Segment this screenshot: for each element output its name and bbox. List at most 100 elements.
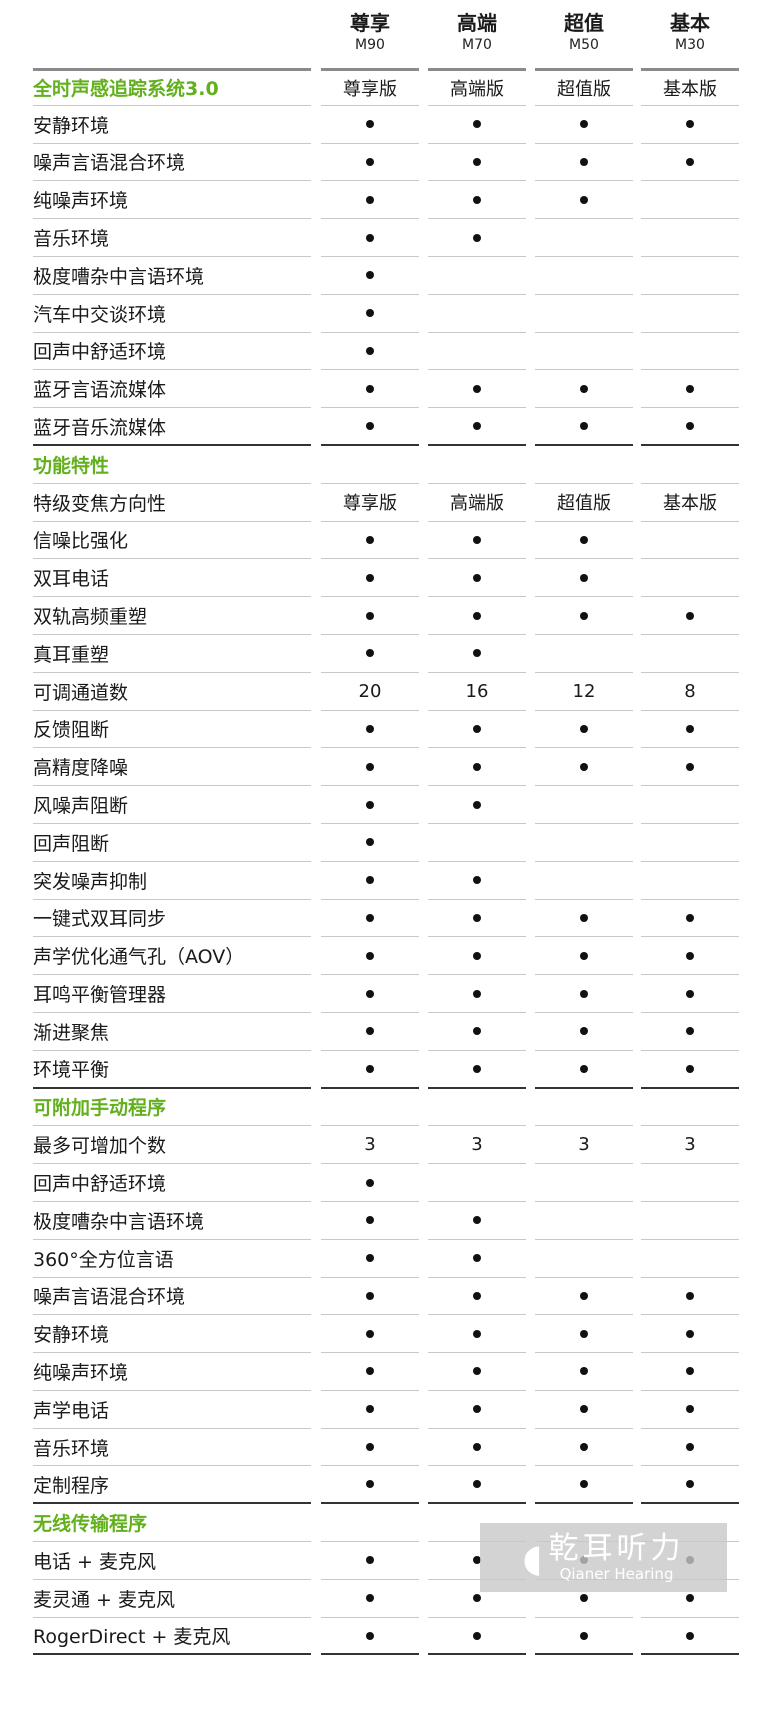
value-cell [641,106,739,144]
table-row: 双耳电话 [0,559,773,598]
table-row: 特级变焦方向性 尊享版 高端版 超值版 基本版 [0,484,773,522]
value-cell [641,1013,739,1051]
value-cell [641,1353,739,1391]
bullet-icon [580,1594,588,1603]
table-row: 极度嘈杂中言语环境 [0,1202,773,1240]
bullet-icon [686,762,694,771]
bullet-icon [366,233,374,242]
bullet-icon [686,1631,694,1640]
bullet-icon [366,1064,374,1073]
bullet-icon [686,989,694,998]
bullet-icon [366,724,374,733]
bullet-icon [686,724,694,733]
bullet-icon [473,157,481,166]
value-cell [321,1013,419,1051]
table-row: 安静环境 [0,106,773,144]
feature-label: RogerDirect + 麦克风 [33,1618,311,1656]
value-cell [428,900,526,938]
feature-label: 声学电话 [33,1391,311,1429]
value-cell: 3 [535,1126,633,1165]
bullet-icon [473,1594,481,1603]
value-cell [535,106,633,144]
value-cell [321,219,419,257]
value-cell [428,824,526,862]
bullet-icon [686,157,694,166]
value-cell [535,711,633,749]
value-cell [641,522,739,560]
value-cell [321,748,419,787]
bullet-icon [366,951,374,960]
value-cell [535,786,633,824]
table-row: 360°全方位言语 [0,1240,773,1278]
feature-comparison-table: 全时声感追踪系统3.0 尊享版 高端版 超值版 基本版 安静环境 噪声言语混合环境 纯噪声环境… [0,68,773,1656]
value-cell [535,1240,633,1278]
value-cell [535,257,633,295]
value-cell [428,1013,526,1051]
value-cell: 16 [428,673,526,711]
bullet-icon [473,951,481,960]
watermark-name-en: Qianer Hearing [559,1564,674,1583]
bullet-icon [366,271,374,280]
value-cell [428,1618,526,1656]
value-cell: 12 [535,673,633,711]
value-cell [321,635,419,673]
value-cell [321,1202,419,1240]
bullet-icon [366,876,374,885]
table-row: 双轨高频重塑 [0,597,773,635]
value-cell [428,219,526,257]
bullet-icon [686,1367,694,1376]
bullet-icon [686,1291,694,1300]
table-row: 风噪声阻断 [0,786,773,824]
bullet-icon [366,1329,374,1338]
value-cell [535,1580,633,1618]
bullet-icon [580,611,588,620]
value-cell [428,635,526,673]
section-header-row: 可附加手动程序 [0,1089,773,1127]
feature-label: 高精度降噪 [33,748,311,787]
bullet-icon [686,1405,694,1414]
table-row: 蓝牙言语流媒体 [0,370,773,409]
column-model: M50 [569,37,599,53]
value-cell: 尊享版 [321,484,419,522]
value-cell [321,1466,419,1505]
value-cell [428,597,526,635]
column-model: M70 [462,37,492,53]
bullet-icon [686,611,694,620]
table-row: 纯噪声环境 [0,1353,773,1391]
column-header-m50: 超值 M50 [535,10,633,54]
value-cell [641,748,739,787]
value-cell [641,1429,739,1467]
value-cell [535,408,633,446]
feature-label: 回声中舒适环境 [33,333,311,371]
bullet-icon [366,1443,374,1452]
value-cell [535,181,633,220]
table-row: 定制程序 [0,1466,773,1505]
bullet-icon [473,1631,481,1640]
table-row: 音乐环境 [0,219,773,257]
value-cell: 尊享版 [321,68,419,106]
value-cell [535,1391,633,1429]
value-cell [641,1202,739,1240]
value-cell [535,1013,633,1051]
value-cell [428,446,526,484]
bullet-icon [580,195,588,204]
bullet-icon [473,724,481,733]
watermark-name-cn: 乾耳听力 [548,1530,685,1566]
bullet-icon [366,1405,374,1414]
section-title: 全时声感追踪系统3.0 [33,68,311,106]
value-cell [641,1466,739,1505]
bullet-icon [580,913,588,922]
section-title: 可附加手动程序 [33,1089,311,1127]
value-cell [321,937,419,976]
bullet-icon [473,1367,481,1376]
bullet-icon [366,800,374,809]
value-cell [641,257,739,295]
feature-label: 麦灵通 + 麦克风 [33,1580,311,1618]
bullet-icon [473,649,481,658]
feature-label: 信噪比强化 [33,522,311,560]
value-cell [428,786,526,824]
value-cell [535,144,633,182]
value-cell [535,1202,633,1240]
table-row: 极度嘈杂中言语环境 [0,257,773,295]
bullet-icon [366,120,374,129]
